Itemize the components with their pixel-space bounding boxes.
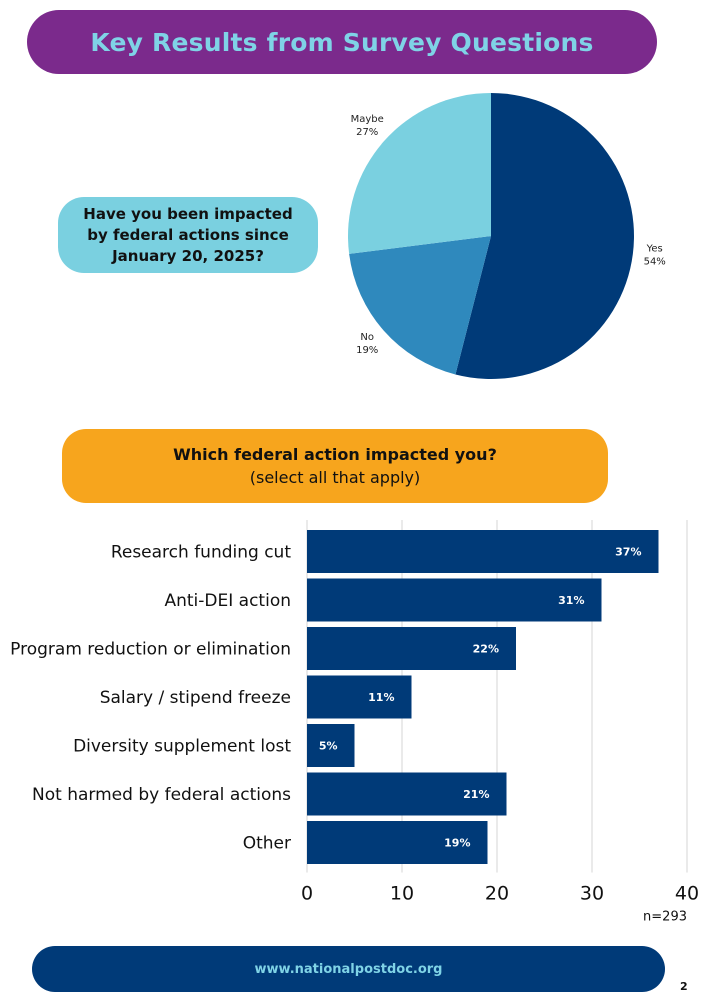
bar-chart-svg: 0 10 20 30 40 Research funding cut 37% Anti-DEI… (10, 520, 699, 925)
page-title: Key Results from Survey Questions (90, 27, 594, 57)
question-1-text: Have you been impacted by federal action… (83, 204, 293, 265)
bar (307, 578, 602, 622)
data-label: 11% (368, 691, 394, 704)
pie-label-no: No 19% (356, 332, 378, 356)
data-label: 37% (615, 546, 641, 559)
question-2-subtitle: (select all that apply) (249, 468, 421, 487)
pie-slice-maybe (348, 93, 491, 254)
category-label: Salary / stipend freeze (100, 688, 291, 708)
data-label: 5% (319, 740, 338, 753)
data-label: 22% (473, 643, 499, 656)
pie-label-yes: Yes 54% (644, 244, 666, 268)
category-label: Not harmed by federal actions (32, 785, 291, 805)
bar-chart: 0 10 20 30 40 Research funding cut 37% Anti-DEI… (0, 515, 703, 929)
category-label: Program reduction or elimination (10, 640, 291, 660)
page-number: 2 (680, 980, 688, 993)
x-tick-label: 0 (301, 883, 313, 905)
x-tick-label: 30 (580, 883, 604, 905)
data-label: 19% (444, 837, 470, 850)
x-tick-label: 40 (675, 883, 699, 905)
category-label: Anti-DEI action (164, 591, 291, 611)
pie-chart-svg: Yes 54% No 19% Maybe 27% (348, 93, 666, 380)
category-label: Diversity supplement lost (73, 737, 291, 757)
footer-url[interactable]: www.nationalpostdoc.org (254, 961, 443, 977)
category-label: Other (243, 834, 291, 854)
data-label: 31% (558, 594, 584, 607)
pie-label-maybe: Maybe 27% (351, 114, 384, 138)
sample-size-note: n=293 (643, 910, 687, 925)
bar (307, 724, 355, 767)
category-label: Research funding cut (111, 543, 292, 563)
bar (307, 675, 412, 719)
question-2-title: Which federal action impacted you? (173, 445, 497, 464)
pie-slice-yes (455, 93, 634, 380)
pie-slice-no (349, 236, 491, 375)
x-tick-label: 10 (390, 883, 414, 905)
bar (307, 772, 507, 816)
title-banner: Key Results from Survey Questions (27, 10, 657, 74)
data-label: 21% (463, 788, 489, 801)
pie-chart: Yes 54% No 19% Maybe 27% (320, 80, 700, 400)
footer-bar[interactable]: www.nationalpostdoc.org (32, 946, 665, 992)
x-tick-label: 20 (485, 883, 509, 905)
bar (307, 821, 488, 864)
bar (307, 627, 516, 670)
bar (307, 530, 659, 573)
question-2-box: Which federal action impacted you? (sele… (62, 429, 608, 503)
question-1-box: Have you been impacted by federal action… (58, 197, 318, 273)
